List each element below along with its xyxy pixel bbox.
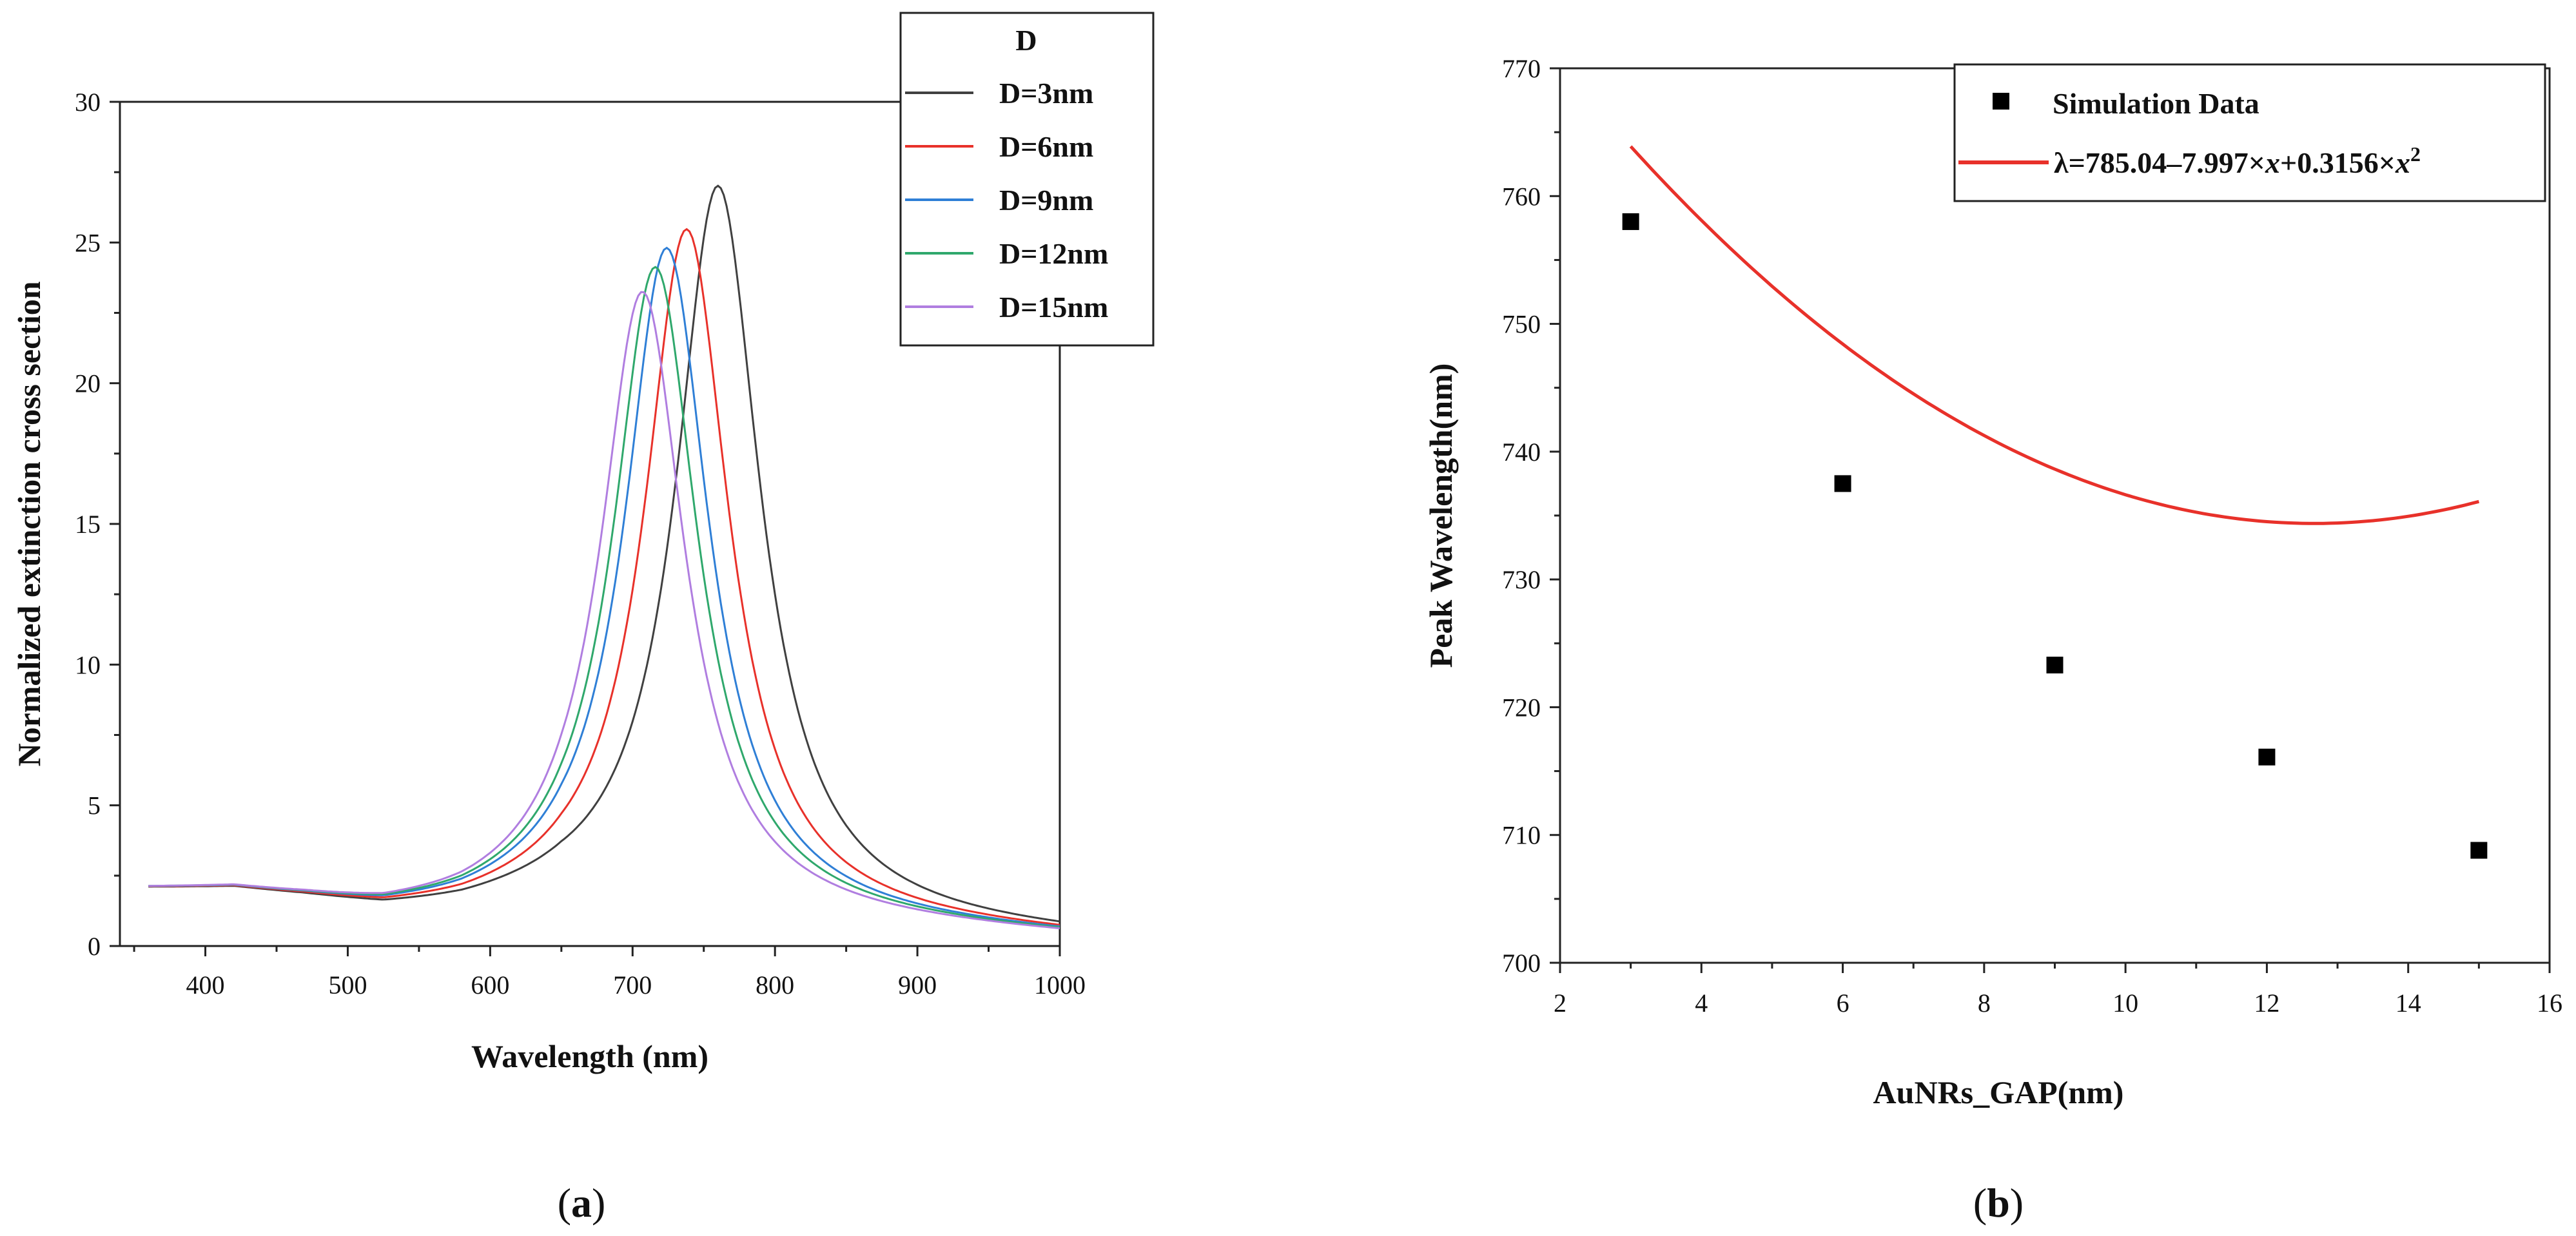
series-line-d12nm — [148, 266, 1060, 929]
panel-a-sublabel: (a) — [558, 1180, 606, 1226]
legend-label-d-15nm: D=15nm — [999, 291, 1108, 323]
data-point — [2258, 748, 2276, 766]
panel-b-x-tick-label: 14 — [2395, 989, 2421, 1018]
panel-a-y-tick-label: 10 — [75, 650, 101, 679]
legend-label-fit: λ=785.04–7.997×x+0.3156×x2 — [2054, 142, 2421, 179]
panel-a-x-ticks: 400 500 600 700 800 900 1000 — [133, 946, 1086, 999]
data-point — [1622, 213, 1639, 230]
panel-b-legend: Simulation Data λ=785.04–7.997×x+0.3156×… — [1953, 63, 2546, 202]
panel-b-x-tick-label: 6 — [1837, 989, 1849, 1018]
panel-b-x-tick-label: 10 — [2113, 989, 2138, 1018]
panel-a-x-axis-label: Wavelength (nm) — [471, 1038, 708, 1074]
legend-label-d-12nm: D=12nm — [999, 237, 1108, 270]
panel-b-sublabel: (b) — [1973, 1180, 2024, 1226]
panel-a-legend-box — [899, 12, 1155, 347]
legend-label-simulation-data: Simulation Data — [2053, 87, 2259, 120]
series-line-d15nm — [148, 291, 1060, 929]
panel-b-y-tick-label: 750 — [1502, 310, 1541, 339]
panel-a-y-tick-label: 25 — [75, 228, 101, 257]
panel-a-y-tick-label: 20 — [75, 369, 101, 398]
panel-b-legend-box — [1953, 63, 2546, 202]
panel-a-legend-title: D — [1015, 24, 1037, 57]
data-point — [2470, 842, 2488, 859]
panel-a-y-tick-label: 30 — [75, 88, 101, 117]
data-point — [1834, 475, 1851, 492]
series-line-d3nm — [148, 184, 1060, 923]
panel-b-y-ticks: 700 710 720 730 740 750 760 770 — [1502, 54, 1560, 978]
panel-b-axes-frame — [1559, 67, 2551, 964]
panel-a-x-tick-label: 800 — [756, 970, 794, 999]
panel-b: 2 4 6 8 10 12 14 16 700 710 720 730 740 750 760 770 Au… — [1423, 54, 2562, 1226]
panel-b-y-tick-label: 770 — [1502, 54, 1541, 83]
panel-a-x-tick-label: 400 — [186, 970, 225, 999]
panel-a-y-tick-label: 15 — [75, 510, 101, 539]
panel-b-plot-area — [1622, 145, 2488, 859]
panel-a-y-axis-label: Normalized extinction cross section — [11, 281, 47, 766]
panel-a-y-tick-label: 0 — [88, 932, 101, 961]
fit-curve — [1629, 145, 2480, 525]
legend-label-d-9nm: D=9nm — [999, 184, 1093, 217]
legend-label-d-6nm: D=6nm — [999, 130, 1093, 163]
panel-a: 400 500 600 700 800 900 1000 0 5 10 15 20 25 30 Wave… — [11, 12, 1155, 1226]
panel-a-x-tick-label: 600 — [471, 970, 509, 999]
panel-b-x-tick-label: 4 — [1695, 989, 1708, 1018]
panel-b-y-axis-label: Peak Wavelength(nm) — [1423, 363, 1459, 668]
panel-a-x-tick-label: 1000 — [1034, 970, 1086, 999]
panel-b-x-tick-label: 16 — [2537, 989, 2562, 1018]
panel-a-x-tick-label: 500 — [328, 970, 367, 999]
panel-b-y-tick-label: 730 — [1502, 565, 1541, 594]
panel-a-legend: D D=3nm D=6nm D=9nm D=12nm D=15nm — [899, 12, 1155, 347]
panel-a-legend-items: D=3nm D=6nm D=9nm D=12nm D=15nm — [905, 77, 1108, 323]
panel-b-y-tick-label: 740 — [1502, 438, 1541, 467]
panel-b-x-tick-label: 8 — [1978, 989, 1991, 1018]
panel-b-x-ticks: 2 4 6 8 10 12 14 16 — [1554, 963, 2562, 1018]
panel-b-y-tick-label: 700 — [1502, 949, 1541, 978]
panel-a-x-tick-label: 700 — [613, 970, 652, 999]
panel-a-y-ticks: 0 5 10 15 20 25 30 — [75, 88, 120, 961]
panel-b-y-tick-label: 710 — [1502, 821, 1541, 850]
legend-marker-simulation-data — [1993, 93, 2009, 110]
panel-b-x-tick-label: 12 — [2254, 989, 2279, 1018]
panel-a-x-tick-label: 900 — [898, 970, 937, 999]
data-point — [2046, 656, 2064, 673]
panel-a-y-tick-label: 5 — [88, 791, 101, 820]
legend-label-d-3nm: D=3nm — [999, 77, 1093, 110]
panel-b-x-axis-label: AuNRs_GAP(nm) — [1873, 1074, 2124, 1110]
panel-a-curves — [148, 184, 1060, 929]
panel-b-x-tick-label: 2 — [1554, 989, 1566, 1018]
panel-b-y-tick-label: 760 — [1502, 182, 1541, 211]
panel-b-y-tick-label: 720 — [1502, 693, 1541, 722]
